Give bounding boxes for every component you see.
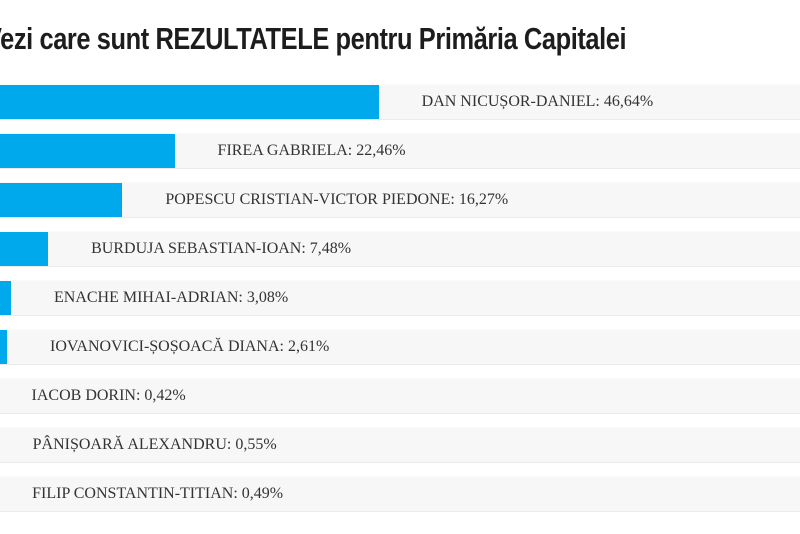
result-bar	[0, 281, 11, 315]
result-label: DAN NICUȘOR-DANIEL: 46,64%	[421, 93, 654, 110]
page-title: Vezi care sunt REZULTATELE pentru Primăr…	[0, 21, 627, 56]
result-row: ENACHE MIHAI-ADRIAN: 3,08%	[0, 280, 800, 316]
result-row: PÂNIȘOARĂ ALEXANDRU: 0,55%	[0, 427, 800, 463]
result-label: POPESCU CRISTIAN-VICTOR PIEDONE: 16,27%	[165, 191, 509, 208]
result-row: FILIP CONSTANTIN-TITIAN: 0,49%	[0, 476, 800, 512]
result-label: IACOB DORIN: 0,42%	[31, 387, 186, 404]
result-row: IOVANOVICI-ȘOȘOACĂ DIANA: 2,61%	[0, 329, 800, 365]
result-label: BURDUJA SEBASTIAN-IOAN: 7,48%	[91, 240, 352, 257]
result-bar	[0, 134, 175, 168]
result-row: BURDUJA SEBASTIAN-IOAN: 7,48%	[0, 231, 800, 267]
result-bar	[0, 183, 123, 217]
result-row: DAN NICUȘOR-DANIEL: 46,64%	[0, 84, 800, 120]
result-bar	[0, 232, 49, 266]
result-bar	[0, 330, 8, 364]
result-row: FIREA GABRIELA: 22,46%	[0, 133, 800, 169]
result-label: ENACHE MIHAI-ADRIAN: 3,08%	[53, 289, 289, 306]
result-row: POPESCU CRISTIAN-VICTOR PIEDONE: 16,27%	[0, 182, 800, 218]
result-label: FIREA GABRIELA: 22,46%	[217, 142, 406, 159]
result-label: FILIP CONSTANTIN-TITIAN: 0,49%	[32, 485, 284, 502]
result-label: IOVANOVICI-ȘOȘOACĂ DIANA: 2,61%	[50, 338, 330, 355]
result-row: IACOB DORIN: 0,42%	[0, 378, 800, 414]
result-label: PÂNIȘOARĂ ALEXANDRU: 0,55%	[32, 436, 277, 453]
results-chart: DAN NICUȘOR-DANIEL: 46,64% FIREA GABRIELA…	[0, 84, 800, 525]
result-bar	[0, 85, 379, 119]
